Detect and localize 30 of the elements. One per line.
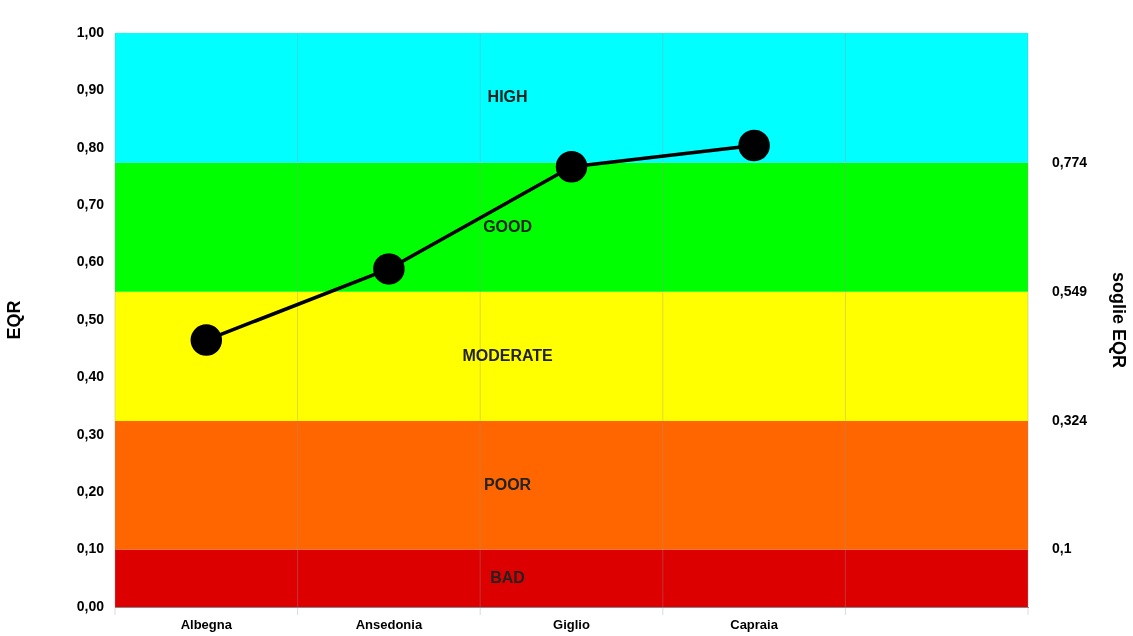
y-tick-label: 0,90 (76, 81, 105, 98)
y-tick-label: 0,20 (76, 483, 105, 500)
band-label: GOOD (483, 217, 533, 235)
point (190, 324, 223, 356)
x-tick-label: Ansedonia (355, 617, 423, 633)
y-tick-label: 0,50 (76, 310, 105, 327)
band-label: BAD (490, 568, 525, 586)
y2-tick-label: 0,549 (1052, 282, 1088, 299)
band-label: MODERATE (462, 346, 554, 364)
point (373, 253, 405, 285)
y-tick-label: 0,70 (76, 196, 105, 213)
y-tick-label: 0,60 (76, 253, 105, 270)
point (555, 150, 588, 183)
y-tick-label: 0,40 (76, 368, 105, 385)
y2-tick-label: 0,324 (1052, 411, 1088, 428)
y-tick-label: 0,10 (76, 540, 105, 557)
y2-axis-title: soglie EQR (1109, 271, 1130, 369)
y-tick-label: 1,00 (76, 23, 105, 40)
y-tick-label: 0,00 (76, 597, 105, 614)
y2-tick-label: 0,774 (1052, 153, 1088, 170)
y2-tick-label: 0,1 (1052, 540, 1072, 557)
y-axis-title: EQR (3, 300, 24, 340)
y-tick-label: 0,30 (76, 425, 105, 442)
x-tick-label: Capraia (730, 617, 779, 633)
x-tick-label: Giglio (553, 617, 590, 633)
point (738, 129, 770, 162)
y-tick-label: 0,80 (76, 138, 105, 155)
x-tick-label: Albegna (180, 617, 233, 633)
band-label: HIGH (487, 88, 528, 106)
band-label: POOR (484, 475, 532, 493)
